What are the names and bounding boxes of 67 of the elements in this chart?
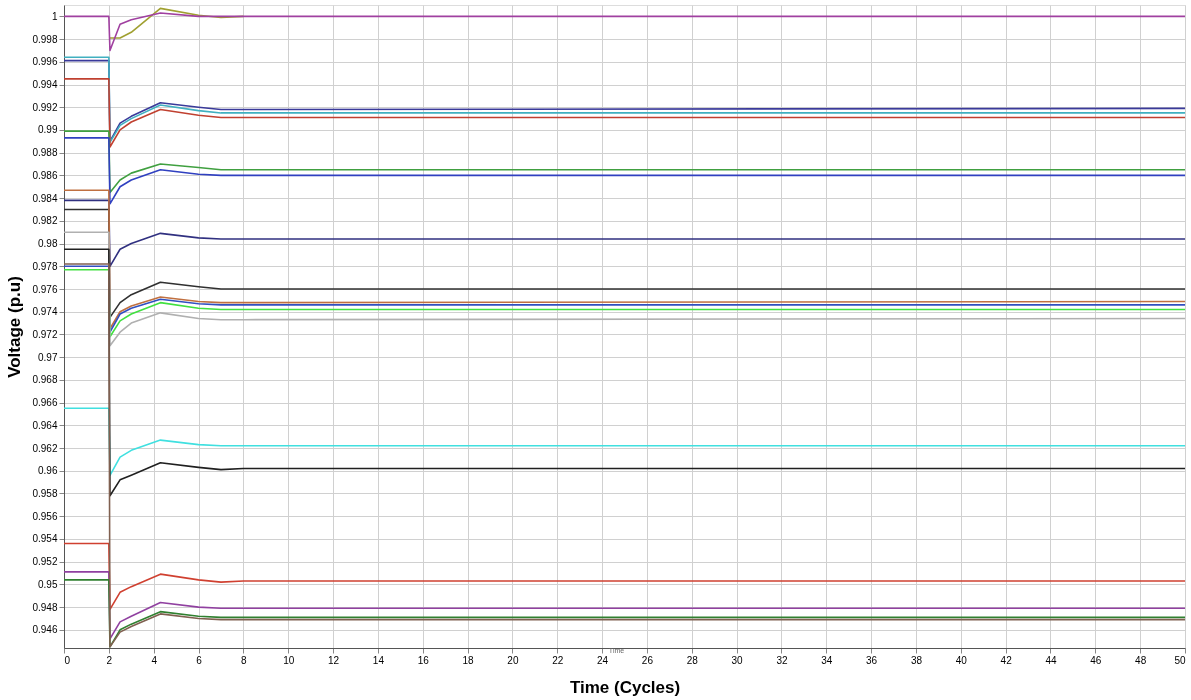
x-tick-label: 10 xyxy=(283,654,295,666)
x-tick-label: 42 xyxy=(1000,654,1013,666)
y-tick-label: 0.972 xyxy=(32,328,58,340)
y-tick-label: 0.982 xyxy=(32,215,58,227)
x-tick-label: 12 xyxy=(327,654,340,666)
y-tick-label: 0.984 xyxy=(32,192,58,204)
x-axis-title: Time (Cycles) xyxy=(569,677,681,697)
y-axis-title: Voltage (p.u) xyxy=(5,276,25,378)
y-tick-label: 0.956 xyxy=(32,510,58,522)
x-tick-label: 16 xyxy=(417,654,430,666)
x-tick-label: 26 xyxy=(641,654,654,666)
x-tick-label: 36 xyxy=(866,654,878,666)
x-tick-label: 32 xyxy=(776,654,788,666)
y-tick-label: 0.952 xyxy=(32,556,58,568)
x-tick-label: 38 xyxy=(910,654,923,666)
y-tick-label: 0.954 xyxy=(32,533,58,545)
y-tick-label: 0.962 xyxy=(32,442,58,454)
line-series xyxy=(64,407,1185,477)
y-tick-label: 0.994 xyxy=(32,79,58,91)
y-tick-label: 0.946 xyxy=(32,624,58,636)
y-tick-label: 0.964 xyxy=(32,419,58,431)
y-tick-label: 0.97 xyxy=(38,351,58,363)
line-series xyxy=(64,78,1185,148)
y-tick-label: 0.96 xyxy=(38,465,58,477)
y-tick-label: 1 xyxy=(51,10,58,22)
y-tick-label: 0.98 xyxy=(38,238,58,250)
line-series xyxy=(64,12,1185,52)
line-series xyxy=(64,189,1185,330)
y-tick-label: 0.968 xyxy=(32,374,58,386)
y-tick-label: 0.99 xyxy=(38,124,58,136)
x-tick-label: 22 xyxy=(552,654,564,666)
x-tick-label: 6 xyxy=(196,654,203,666)
x-tick-label: 2 xyxy=(106,654,113,666)
y-tick-label: 0.95 xyxy=(38,578,58,590)
x-tick-label: 24 xyxy=(597,654,609,666)
x-tick-label: 14 xyxy=(372,654,385,666)
x-tick-label: 40 xyxy=(955,654,968,666)
x-tick-label: 28 xyxy=(686,654,699,666)
line-series xyxy=(64,231,1185,347)
y-tick-label: 0.976 xyxy=(32,283,58,295)
x-tick-label: 50 xyxy=(1174,654,1186,666)
x-tick-label: 34 xyxy=(821,654,833,666)
x-tick-label: 46 xyxy=(1090,654,1102,666)
x-tick-label: 20 xyxy=(507,654,519,666)
line-series xyxy=(64,542,1185,611)
y-tick-label: 0.958 xyxy=(32,488,58,499)
y-tick-label: 0.996 xyxy=(32,56,58,68)
y-tick-label: 0.998 xyxy=(32,33,58,45)
y-tick-label: 0.948 xyxy=(32,601,58,613)
x-tick-label: 30 xyxy=(731,654,744,666)
line-series xyxy=(64,571,1185,640)
y-tick-label: 0.974 xyxy=(32,306,58,318)
y-tick-label: 0.992 xyxy=(32,101,58,113)
x-tick-label: 8 xyxy=(241,654,248,666)
y-tick-label: 0.988 xyxy=(32,147,58,159)
x-tick-label: 44 xyxy=(1045,654,1057,666)
line-series xyxy=(64,137,1185,205)
line-series xyxy=(64,199,1185,268)
y-tick-label: 0.986 xyxy=(32,169,58,181)
y-tick-label: 0.966 xyxy=(32,397,58,409)
x-tick-label: 48 xyxy=(1135,654,1147,666)
line-series xyxy=(64,130,1185,194)
x-tick-label: 18 xyxy=(462,654,475,666)
line-series xyxy=(64,208,1185,319)
y-tick-label: 0.978 xyxy=(32,260,58,272)
x-tick-label: 0 xyxy=(64,654,71,666)
x-tick-label: 4 xyxy=(151,654,158,666)
